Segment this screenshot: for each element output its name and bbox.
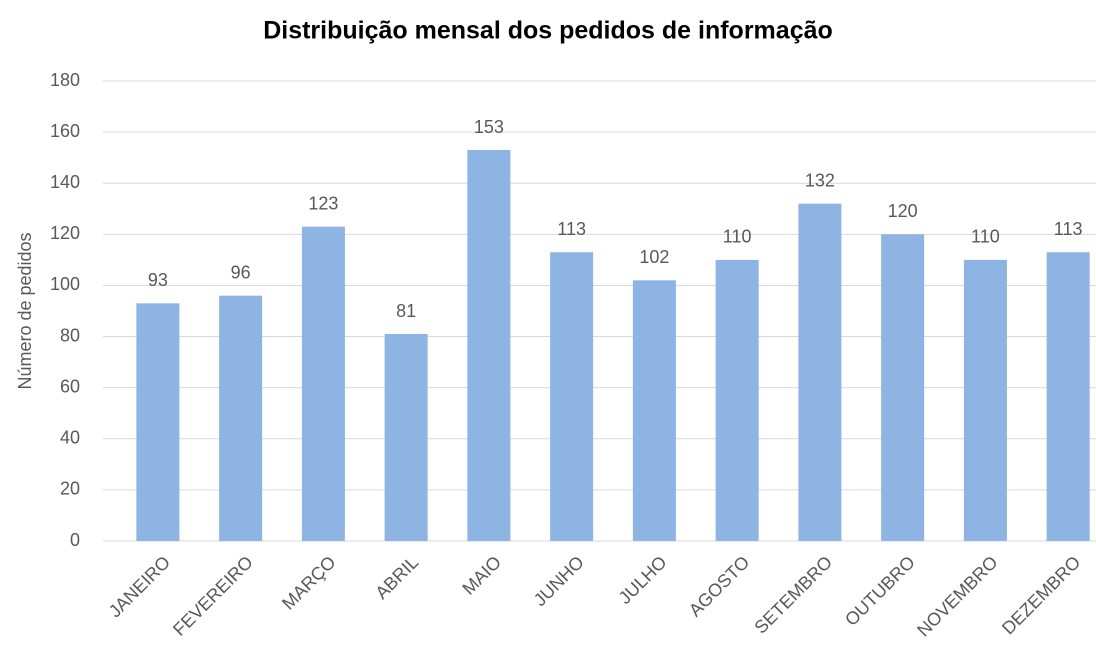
bar xyxy=(798,203,842,541)
y-tick-label: 60 xyxy=(60,376,80,396)
y-tick-label: 0 xyxy=(70,530,80,550)
y-tick-label: 140 xyxy=(50,172,80,192)
data-label: 110 xyxy=(723,227,752,247)
data-label: 102 xyxy=(639,247,669,267)
y-tick-label: 160 xyxy=(50,121,80,141)
data-label: 132 xyxy=(805,170,835,190)
x-tick-label: JULHO xyxy=(615,552,671,608)
bar xyxy=(881,234,925,542)
y-tick-label: 120 xyxy=(50,223,80,243)
x-tick-label: FEVEREIRO xyxy=(169,552,257,640)
y-tick-label: 180 xyxy=(50,70,80,90)
y-tick-label: 40 xyxy=(60,428,80,448)
data-label: 110 xyxy=(971,227,1000,247)
y-axis-label: Número de pedidos xyxy=(15,232,35,389)
x-tick-label: JANEIRO xyxy=(105,552,174,621)
bar xyxy=(1046,252,1090,541)
x-tick-label: DEZEMBRO xyxy=(998,552,1084,638)
y-tick-label: 20 xyxy=(60,479,80,499)
bar xyxy=(963,259,1007,541)
data-label: 113 xyxy=(557,219,586,239)
chart-title: Distribuição mensal dos pedidos de infor… xyxy=(263,17,833,45)
bar xyxy=(715,259,759,541)
bar xyxy=(136,303,180,541)
x-tick-label: AGOSTO xyxy=(685,552,753,620)
bar xyxy=(632,280,676,541)
data-label: 120 xyxy=(888,201,918,221)
data-label: 113 xyxy=(1054,219,1083,239)
y-tick-label: 100 xyxy=(50,274,80,294)
x-tick-label: SETEMBRO xyxy=(751,552,837,638)
bar xyxy=(301,226,345,541)
x-tick-label: MAIO xyxy=(458,552,505,599)
data-label: 123 xyxy=(308,193,338,213)
data-label: 93 xyxy=(148,270,168,290)
bar xyxy=(550,252,594,541)
bar xyxy=(219,295,263,541)
data-label: 81 xyxy=(396,301,416,321)
x-tick-label: NOVEMBRO xyxy=(913,552,1001,640)
x-tick-label: MARÇO xyxy=(278,552,340,614)
x-tick-label: JUNHO xyxy=(530,552,588,610)
bar xyxy=(467,150,511,541)
y-tick-label: 80 xyxy=(60,325,80,345)
x-tick-label: ABRIL xyxy=(371,552,422,603)
x-tick-label: OUTUBRO xyxy=(841,552,919,630)
bar xyxy=(384,334,428,541)
data-label: 153 xyxy=(474,117,504,137)
data-label: 96 xyxy=(231,262,251,282)
